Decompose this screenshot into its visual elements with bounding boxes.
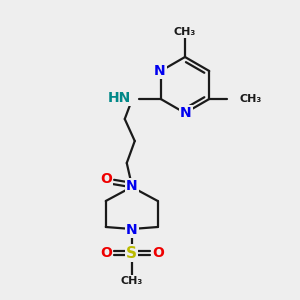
Text: O: O [100,172,112,186]
Text: CH₃: CH₃ [239,94,262,104]
Text: O: O [152,246,164,260]
Text: O: O [100,246,112,260]
Text: N: N [154,64,166,78]
Text: CH₃: CH₃ [174,27,196,37]
Text: N: N [126,223,138,237]
Text: HN: HN [107,91,131,105]
Text: N: N [180,106,192,120]
Text: N: N [126,179,138,193]
Text: S: S [126,245,137,260]
Text: CH₃: CH₃ [121,276,143,286]
